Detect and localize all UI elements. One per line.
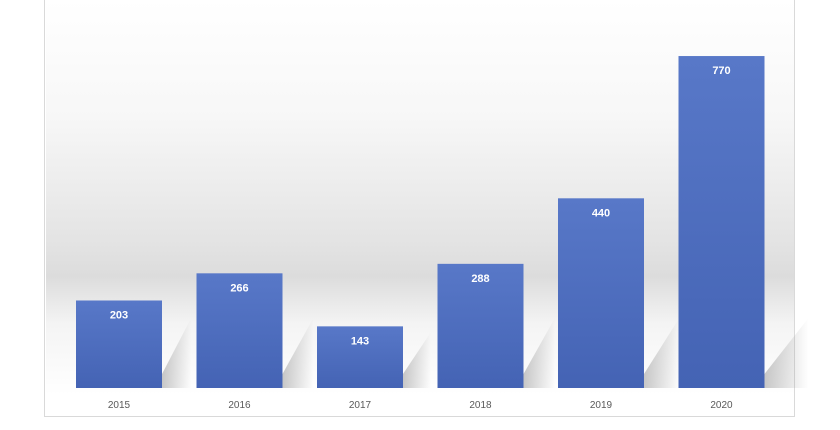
bar-2018 [437, 263, 524, 388]
bar-shadow-2017 [403, 332, 431, 388]
x-tick-label-2019: 2019 [590, 400, 613, 411]
bar-shadow-2015 [162, 318, 192, 388]
bar-2017 [317, 326, 403, 388]
bar-2020 [678, 56, 765, 389]
bar-shadow-2018 [523, 318, 555, 388]
x-tick-label-2020: 2020 [710, 400, 733, 411]
plot-background [46, 0, 794, 395]
data-label-2015: 203 [110, 309, 128, 321]
bars [76, 56, 765, 389]
data-label-2016: 266 [230, 282, 248, 294]
bar-shadow-2016 [282, 318, 314, 388]
data-label-2020: 770 [712, 65, 730, 77]
bar-shadows [162, 318, 809, 388]
x-tick-label-2016: 2016 [228, 400, 251, 411]
bar-shadow-2019 [644, 318, 680, 388]
x-tick-label-2017: 2017 [349, 400, 372, 411]
data-label-2018: 288 [471, 273, 489, 285]
bar-2019 [558, 198, 644, 388]
bar-2015 [76, 300, 162, 388]
bar-2016 [196, 273, 283, 388]
data-labels: 203 266 143 288 440 770 [110, 65, 731, 347]
bar-shadow-2020 [764, 318, 809, 388]
x-axis-ticks: 2015 2016 2017 2018 2019 2020 [108, 400, 733, 411]
x-tick-label-2018: 2018 [469, 400, 492, 411]
x-tick-label-2015: 2015 [108, 400, 131, 411]
data-label-2019: 440 [592, 207, 610, 219]
data-label-2017: 143 [351, 335, 369, 347]
